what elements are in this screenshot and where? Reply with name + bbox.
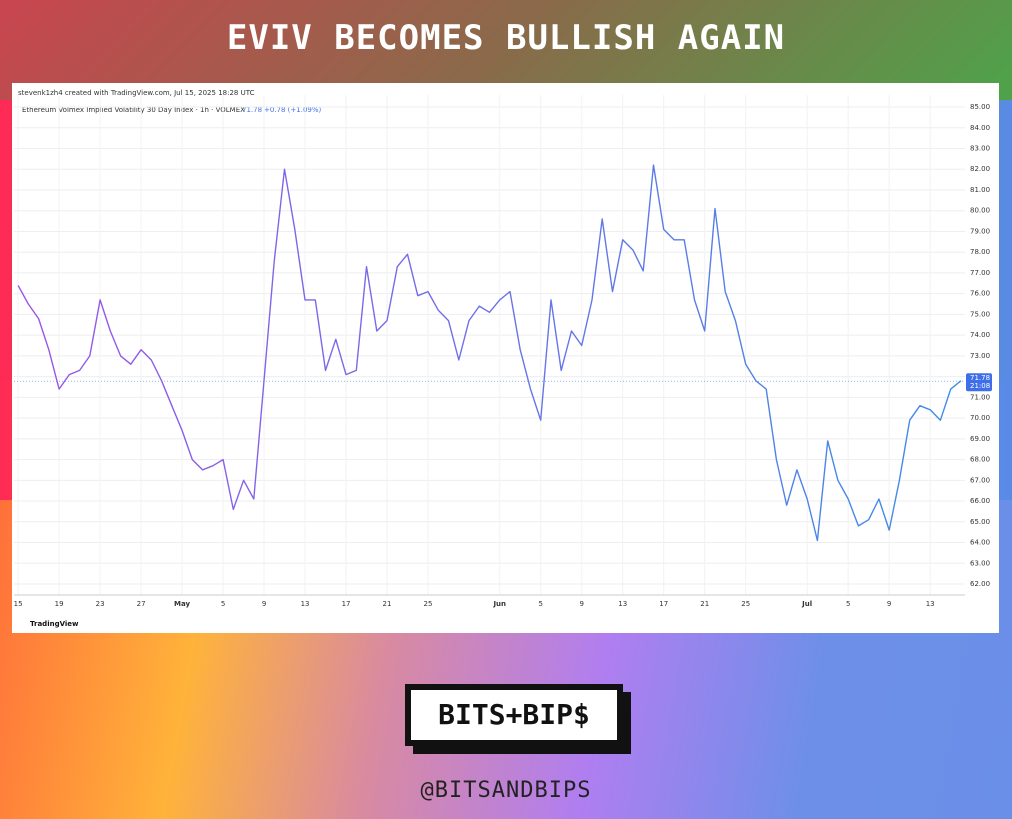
x-tick-label: 19 bbox=[55, 600, 64, 608]
x-tick-label: 21 bbox=[383, 600, 392, 608]
chart-header: stevenk1zh4 created with TradingView.com… bbox=[18, 89, 255, 97]
x-tick-label: 23 bbox=[96, 600, 105, 608]
x-tick-label: 9 bbox=[262, 600, 266, 608]
chart-card: stevenk1zh4 created with TradingView.com… bbox=[12, 83, 999, 633]
y-tick-label: 77.00 bbox=[970, 269, 990, 277]
handle: @BITSANDBIPS bbox=[420, 778, 592, 803]
x-tick-label: 5 bbox=[221, 600, 225, 608]
y-tick-label: 73.00 bbox=[970, 352, 990, 360]
chart: stevenk1zh4 created with TradingView.com… bbox=[14, 89, 992, 628]
x-tick-label: 27 bbox=[137, 600, 146, 608]
y-tick-label: 75.00 bbox=[970, 310, 990, 318]
y-tick-label: 85.00 bbox=[970, 103, 990, 111]
x-tick-label: 15 bbox=[14, 600, 23, 608]
x-tick-label: Jun bbox=[492, 600, 506, 608]
price-tag bbox=[966, 373, 992, 392]
legend-value: 71.78 bbox=[242, 106, 262, 114]
y-tick-label: 64.00 bbox=[970, 539, 990, 547]
y-tick-label: 80.00 bbox=[970, 207, 990, 215]
series-label: Ethereum Volmex Implied Volatility 30 Da… bbox=[22, 106, 245, 114]
price-label: 71.78 bbox=[970, 374, 990, 382]
x-tick-label: 5 bbox=[846, 600, 850, 608]
y-tick-label: 63.00 bbox=[970, 559, 990, 567]
y-tick-label: 79.00 bbox=[970, 227, 990, 235]
y-tick-label: 69.00 bbox=[970, 435, 990, 443]
x-tick-label: 9 bbox=[887, 600, 891, 608]
x-tick-label: 9 bbox=[579, 600, 583, 608]
y-tick-label: 71.00 bbox=[970, 393, 990, 401]
y-tick-label: 68.00 bbox=[970, 456, 990, 464]
x-tick-label: 13 bbox=[301, 600, 310, 608]
y-tick-label: 82.00 bbox=[970, 165, 990, 173]
y-tick-label: 76.00 bbox=[970, 290, 990, 298]
y-tick-label: 83.00 bbox=[970, 145, 990, 153]
x-tick-label: May bbox=[174, 600, 190, 608]
x-tick-label: 5 bbox=[539, 600, 543, 608]
x-tick-label: 17 bbox=[342, 600, 351, 608]
y-tick-label: 65.00 bbox=[970, 518, 990, 526]
legend-change: +0.78 (+1.09%) bbox=[264, 106, 322, 114]
x-tick-label: 21 bbox=[700, 600, 709, 608]
price-time: 21:08 bbox=[970, 382, 990, 390]
poster-title: EVIV BECOMES BULLISH AGAIN bbox=[226, 18, 786, 58]
y-tick-label: 84.00 bbox=[970, 124, 990, 132]
logo: BITS+BIP$ bbox=[405, 684, 623, 746]
x-tick-label: 25 bbox=[424, 600, 433, 608]
series-line bbox=[17, 164, 962, 542]
y-tick-label: 62.00 bbox=[970, 580, 990, 588]
y-tick-label: 70.00 bbox=[970, 414, 990, 422]
y-tick-label: 81.00 bbox=[970, 186, 990, 194]
x-tick-label: 13 bbox=[618, 600, 627, 608]
x-tick-label: 13 bbox=[926, 600, 935, 608]
y-tick-label: 67.00 bbox=[970, 476, 990, 484]
y-tick-label: 78.00 bbox=[970, 248, 990, 256]
x-tick-label: Jul bbox=[801, 600, 812, 608]
y-tick-label: 66.00 bbox=[970, 497, 990, 505]
x-tick-label: 25 bbox=[741, 600, 750, 608]
x-tick-label: 17 bbox=[659, 600, 668, 608]
y-tick-label: 74.00 bbox=[970, 331, 990, 339]
footer: TradingView bbox=[30, 620, 79, 628]
